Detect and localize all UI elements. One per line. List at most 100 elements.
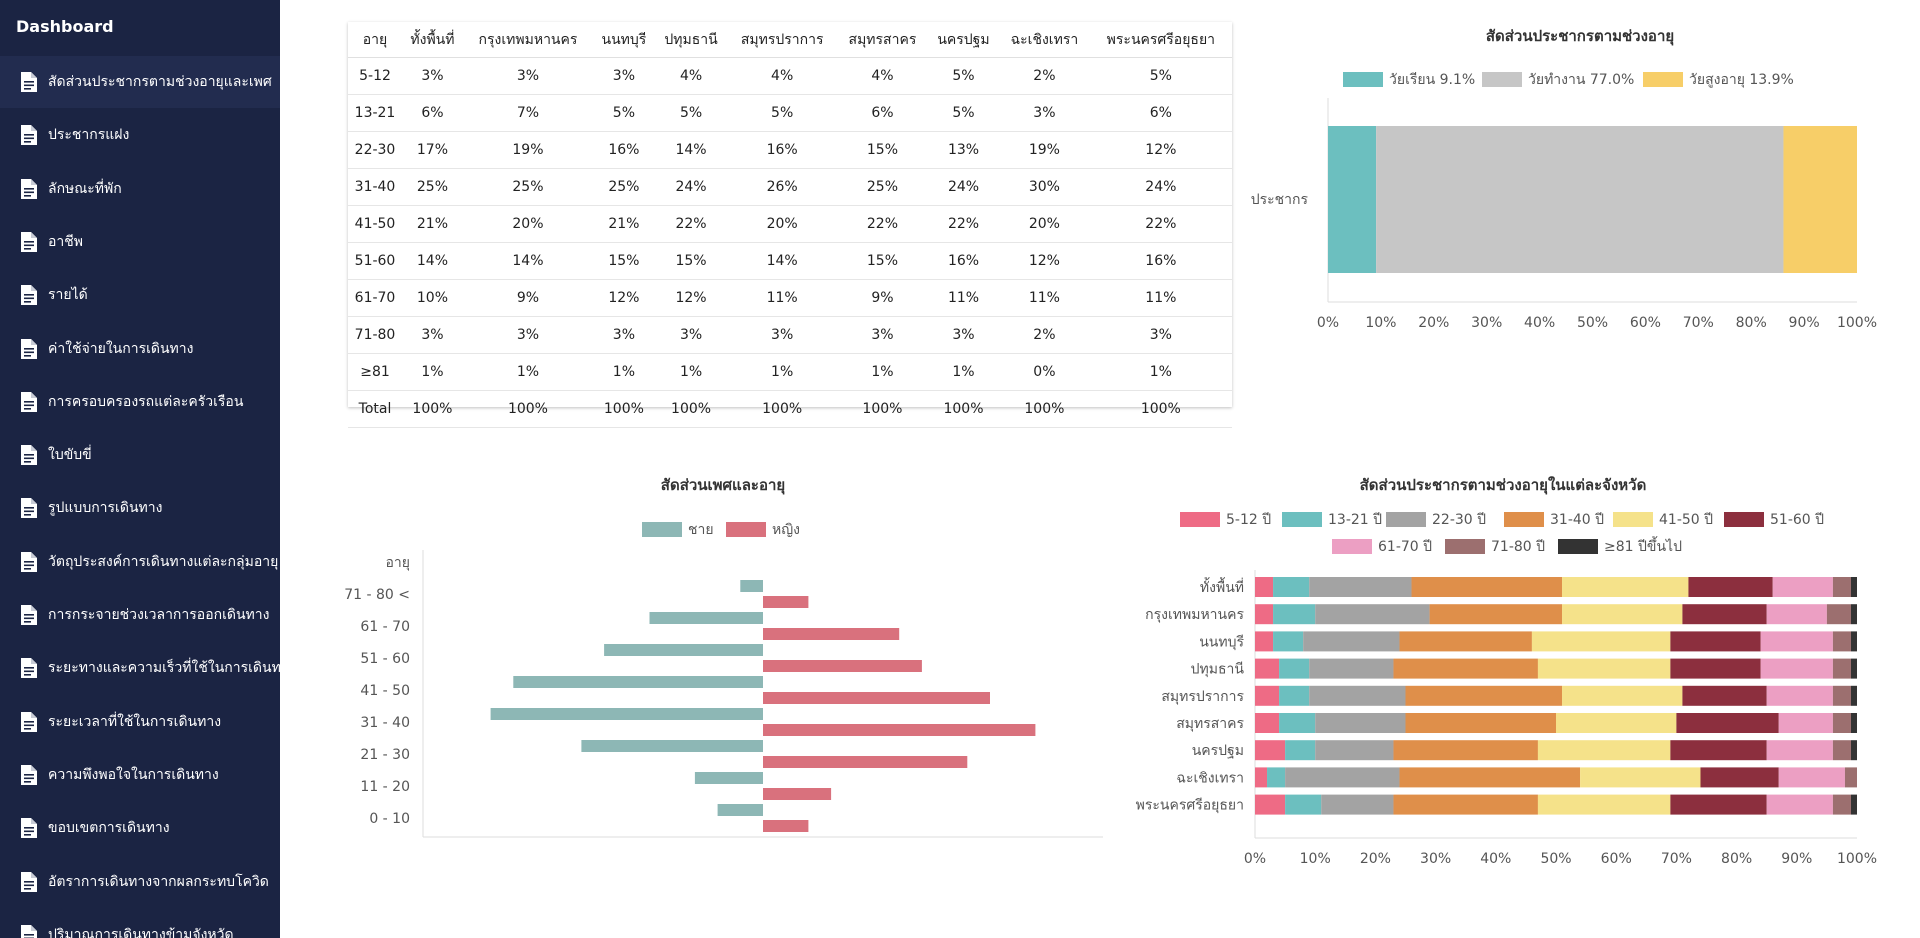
x-tick-label: 20% xyxy=(1418,315,1449,331)
x-tick-label: 50% xyxy=(1540,851,1571,867)
table-cell: 22% xyxy=(837,205,928,243)
sidebar-item[interactable]: วัตถุประสงค์การเดินทางแต่ละกลุ่มอายุ xyxy=(0,536,280,588)
sidebar-item-label: รูปแบบการเดินทาง xyxy=(48,500,163,517)
sidebar-title[interactable]: Dashboard xyxy=(16,17,114,36)
sidebar-item[interactable]: อัตราการเดินทางจากผลกระทบโควิด xyxy=(0,856,280,908)
table-cell: 100% xyxy=(727,390,837,428)
table-cell: 17% xyxy=(402,131,463,169)
column-header: นนทบุรี xyxy=(593,22,655,58)
bar-female xyxy=(763,820,809,832)
sidebar-item[interactable]: อาชีพ xyxy=(0,216,280,268)
bar-male xyxy=(604,644,763,656)
legend-label[interactable]: หญิง xyxy=(772,522,800,538)
x-tick-label: 40% xyxy=(1524,315,1555,331)
table-cell: 0% xyxy=(999,353,1090,391)
sidebar-item[interactable]: รายได้ xyxy=(0,269,280,321)
bar-segment xyxy=(1832,740,1851,761)
column-header: พระนครศรีอยุธยา xyxy=(1089,22,1232,58)
table-row: ≥81 1% 1% 1% 1% 1% 1% 1% 0% 1% xyxy=(348,353,1232,391)
table-cell: 14% xyxy=(654,131,728,169)
bar-segment xyxy=(1303,631,1400,652)
table-cell: 16% xyxy=(727,131,837,169)
sidebar-item[interactable]: ระยะเวลาที่ใช้ในการเดินทาง xyxy=(0,696,280,748)
legend-label[interactable]: 31-40 ปี xyxy=(1550,512,1604,528)
sidebar-item[interactable]: ลักษณะที่พัก xyxy=(0,163,280,215)
x-tick-label: 80% xyxy=(1736,315,1767,331)
sidebar-item[interactable]: ใบขับขี่ xyxy=(0,429,280,481)
bar-female xyxy=(763,660,922,672)
table-cell: 9% xyxy=(837,279,928,317)
legend-label[interactable]: วัยเรียน 9.1% xyxy=(1389,72,1475,88)
legend-label[interactable]: วัยทำงาน 77.0% xyxy=(1528,72,1634,88)
chart-title: สัดส่วนประชากรตามช่วงอายุ xyxy=(1486,27,1674,46)
bar-segment xyxy=(1267,767,1286,788)
table-cell: 20% xyxy=(462,205,594,243)
legend-label[interactable]: 5-12 ปี xyxy=(1226,512,1271,528)
table-cell: 3% xyxy=(593,57,655,95)
y-tick-label: 51 - 60 xyxy=(360,651,410,667)
document-icon xyxy=(21,764,37,785)
table-row: 31-40 25% 25% 25% 24% 26% 25% 24% 30% 24% xyxy=(348,168,1232,206)
legend-label[interactable]: 71-80 ปี xyxy=(1491,539,1545,555)
sidebar-item-label: ปริมาณการเดินทางข้ามจังหวัด xyxy=(48,926,234,938)
legend-label[interactable]: วัยสูงอายุ 13.9% xyxy=(1689,72,1794,88)
legend-label[interactable]: 41-50 ปี xyxy=(1659,512,1713,528)
table-cell: 20% xyxy=(727,205,837,243)
sidebar-item[interactable]: การครอบครองรถแต่ละครัวเรือน xyxy=(0,376,280,428)
y-tick-label: 41 - 50 xyxy=(360,683,410,699)
table-cell: 1% xyxy=(593,353,655,391)
legend-label[interactable]: ≥81 ปีขึ้นไป xyxy=(1604,536,1682,555)
bar-segment xyxy=(1832,685,1851,706)
table-cell: 25% xyxy=(462,168,594,206)
table-cell: 11% xyxy=(1089,279,1232,317)
sidebar-item[interactable]: ปริมาณการเดินทางข้ามจังหวัด xyxy=(0,909,280,938)
bar-segment xyxy=(1399,631,1532,652)
document-icon xyxy=(21,498,37,519)
bar-segment xyxy=(1255,740,1286,761)
table-cell: 16% xyxy=(593,131,655,169)
bar-segment xyxy=(1279,658,1310,679)
bar-segment xyxy=(1285,794,1322,815)
sidebar-item[interactable]: สัดส่วนประชากรตามช่วงอายุและเพศ xyxy=(0,56,280,108)
x-tick-label: 40% xyxy=(1480,851,1511,867)
table-cell: 1% xyxy=(654,353,728,391)
table-row: 41-50 21% 20% 21% 22% 20% 22% 22% 20% 22% xyxy=(348,205,1232,243)
legend-swatch xyxy=(1613,512,1653,527)
bar-segment xyxy=(1537,658,1671,679)
legend-label[interactable]: 22-30 ปี xyxy=(1432,512,1486,528)
table-cell: 5% xyxy=(927,94,1000,132)
row-label: Total xyxy=(348,390,403,428)
sidebar-item-label: ระยะทางและความเร็วที่ใช้ในการเดินทาง xyxy=(48,660,280,677)
sidebar-item[interactable]: ประชากรแฝง xyxy=(0,109,280,161)
x-tick-label: 10% xyxy=(1300,851,1331,867)
table-header-row: อายุ ทั้งพื้นที่ กรุงเทพมหานคร นนทบุรี ปทุมธ… xyxy=(348,22,1232,58)
sidebar-item[interactable]: ค่าใช้จ่ายในการเดินทาง xyxy=(0,323,280,375)
legend-label[interactable]: 61-70 ปี xyxy=(1378,539,1432,555)
table-cell: 3% xyxy=(837,316,928,354)
sidebar-item[interactable]: ขอบเขตการเดินทาง xyxy=(0,802,280,854)
legend-label[interactable]: ชาย xyxy=(688,522,714,538)
table-row: 22-30 17% 19% 16% 14% 16% 15% 13% 19% 12% xyxy=(348,131,1232,169)
legend-label[interactable]: 51-60 ปี xyxy=(1770,512,1824,528)
table-cell: 3% xyxy=(1089,316,1232,354)
sidebar-item[interactable]: การกระจายช่วงเวลาการออกเดินทาง xyxy=(0,589,280,641)
table-cell: 4% xyxy=(654,57,728,95)
sidebar-item[interactable]: ความพึงพอใจในการเดินทาง xyxy=(0,749,280,801)
sidebar-item[interactable]: ระยะทางและความเร็วที่ใช้ในการเดินทาง xyxy=(0,642,280,694)
table-row: Total 100% 100% 100% 100% 100% 100% 100% 100% 100… xyxy=(348,390,1232,428)
table-cell: 14% xyxy=(402,242,463,280)
sidebar-item-label: การครอบครองรถแต่ละครัวเรือน xyxy=(48,393,244,410)
table-cell: 1% xyxy=(727,353,837,391)
column-header: ฉะเชิงเทรา xyxy=(999,22,1090,58)
bar-segment xyxy=(1772,577,1833,597)
bar-segment xyxy=(1844,767,1857,788)
table-cell: 5% xyxy=(927,57,1000,95)
table-cell: 12% xyxy=(999,242,1090,280)
legend-label[interactable]: 13-21 ปี xyxy=(1328,512,1382,528)
bar-segment xyxy=(1315,713,1406,733)
bar-segment xyxy=(1682,604,1767,625)
row-label: 31-40 xyxy=(348,168,403,206)
table-cell: 11% xyxy=(727,279,837,317)
row-label: 51-60 xyxy=(348,242,403,280)
sidebar-item[interactable]: รูปแบบการเดินทาง xyxy=(0,482,280,534)
